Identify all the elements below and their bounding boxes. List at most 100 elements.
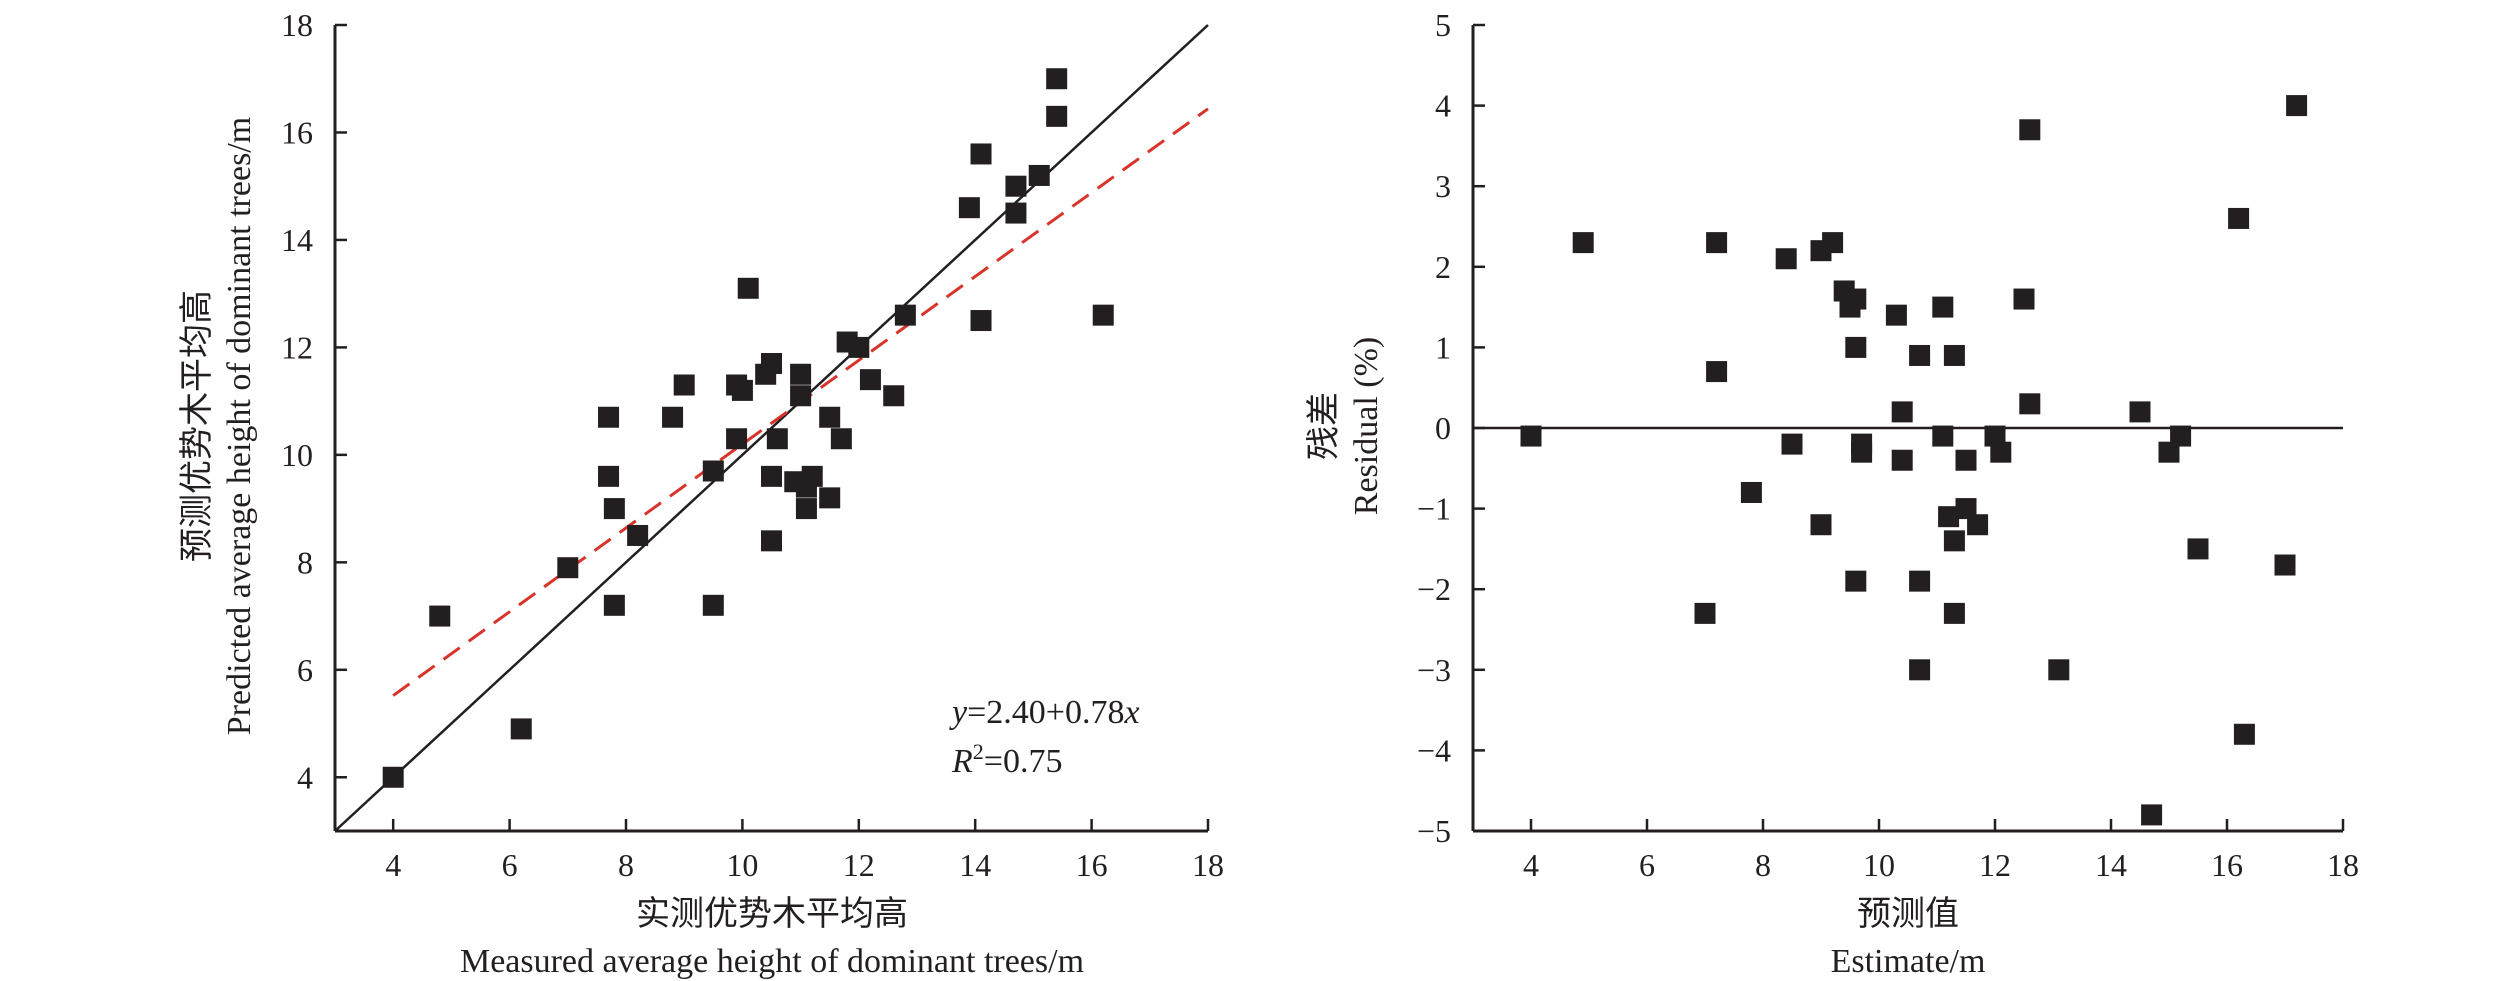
right-y-tick-label: 0 [1435,410,1451,446]
left-x-tick-label: 4 [385,847,401,883]
left-data-point [766,428,788,450]
right-data-point [1822,232,1844,254]
left-data-point [603,594,625,616]
left-data-point [510,718,532,740]
right-data-point [2233,723,2255,745]
left-y-tick-label: 14 [281,222,313,258]
left-data-point [1005,175,1027,197]
right-data-point [1967,514,1989,536]
right-data-point [1909,659,1931,681]
left-x-tick-label: 14 [959,847,991,883]
left-data-point [970,310,992,332]
left-x-tick-label: 16 [1076,847,1108,883]
left-equation-y: y [949,694,968,731]
right-data-point [1706,232,1728,254]
left-data-point [598,465,620,487]
right-data-point [1932,296,1954,318]
right-data-point [2141,804,2163,826]
left-data-point [702,594,724,616]
left-x-tick-label: 10 [726,847,758,883]
right-data-point [1938,506,1960,528]
left-y-tick-label: 6 [297,652,313,688]
right-data-point [2048,659,2070,681]
right-x-tick-label: 10 [1863,847,1895,883]
right-data-point [1706,361,1728,383]
right-x-title-cn: 预测值 [1857,895,1959,933]
right-y-tick-label: −1 [1417,491,1451,527]
right-x-tick-label: 14 [2095,847,2127,883]
right-x-tick-label: 4 [1523,847,1539,883]
left-y-title-cn: 预测优势木平均高 [178,290,216,562]
right-data-point [1572,232,1594,254]
left-data-point [819,487,841,509]
left-equation-x: x [1123,694,1139,731]
right-data-point [1955,449,1977,471]
right-data-point [1943,602,1965,624]
right-data-point [2274,554,2296,576]
left-data-point [761,465,782,487]
right-data-point [2170,425,2192,447]
right-data-point [1845,570,1867,592]
left-equation-body: =2.40+0.78 [967,694,1124,731]
right-y-title-cn: 残差 [1305,392,1343,460]
left-y-tick-label: 16 [281,114,313,150]
right-data-point [1885,304,1907,326]
left-data-point [702,460,724,482]
left-data-point [894,304,916,326]
left-data-point [1092,304,1114,326]
left-data-point [737,277,759,299]
left-data-point [1046,105,1068,127]
left-x-title-en: Measured average height of dominant tree… [460,943,1084,980]
right-data-point [1810,514,1832,536]
right-data-point [1932,425,1954,447]
right-data-point [1909,344,1931,366]
left-data-point [958,197,980,219]
right-y-tick-label: 2 [1435,249,1451,285]
left-data-point [429,605,451,627]
left-data-point [673,374,695,396]
left-data-point [883,385,905,407]
right-data-point [1943,344,1965,366]
left-data-point [726,428,748,450]
left-points [382,68,1114,788]
right-data-point [1520,425,1542,447]
left-data-point [603,498,625,520]
right-x-tick-label: 12 [1979,847,2011,883]
right-y-tick-label: −3 [1417,652,1451,688]
right-y-tick-label: −4 [1417,732,1451,768]
left-x-tick-label: 6 [502,847,518,883]
right-data-point [2286,95,2308,117]
left-data-point [848,336,870,358]
left-x-title-cn: 实测优势木平均高 [636,895,908,933]
left-data-point [731,379,753,401]
right-data-point [2158,441,2180,463]
left-y-tick-label: 12 [281,329,313,365]
left-data-point [382,766,404,788]
right-data-point [1845,288,1867,310]
left-x-tick-label: 18 [1192,847,1224,883]
right-y-tick-label: 3 [1435,168,1451,204]
right-y-tick-label: 1 [1435,329,1451,365]
left-y-tick-label: 4 [297,759,313,795]
right-data-point [1775,248,1797,270]
right-y-tick-label: −2 [1417,571,1451,607]
right-data-point [2019,119,2041,141]
right-x-tick-label: 16 [2211,847,2243,883]
right-data-point [1984,425,2006,447]
right-data-point [1851,433,1873,455]
right-y-title-en: Residual (%) [1348,337,1385,515]
right-data-point [2187,538,2209,560]
left-axes [333,25,1208,833]
left-x-tick-label: 12 [843,847,875,883]
left-ticks: 4 6 8 10 12 14 16 18 4 6 8 10 12 14 16 18 [281,7,1224,883]
left-y-tick-label: 18 [281,7,313,43]
left-data-point [598,406,620,428]
left-data-point [1028,164,1050,186]
right-x-title-en: Estimate/m [1831,943,1986,980]
left-data-point [819,406,841,428]
left-one-to-one-line [334,24,1209,832]
